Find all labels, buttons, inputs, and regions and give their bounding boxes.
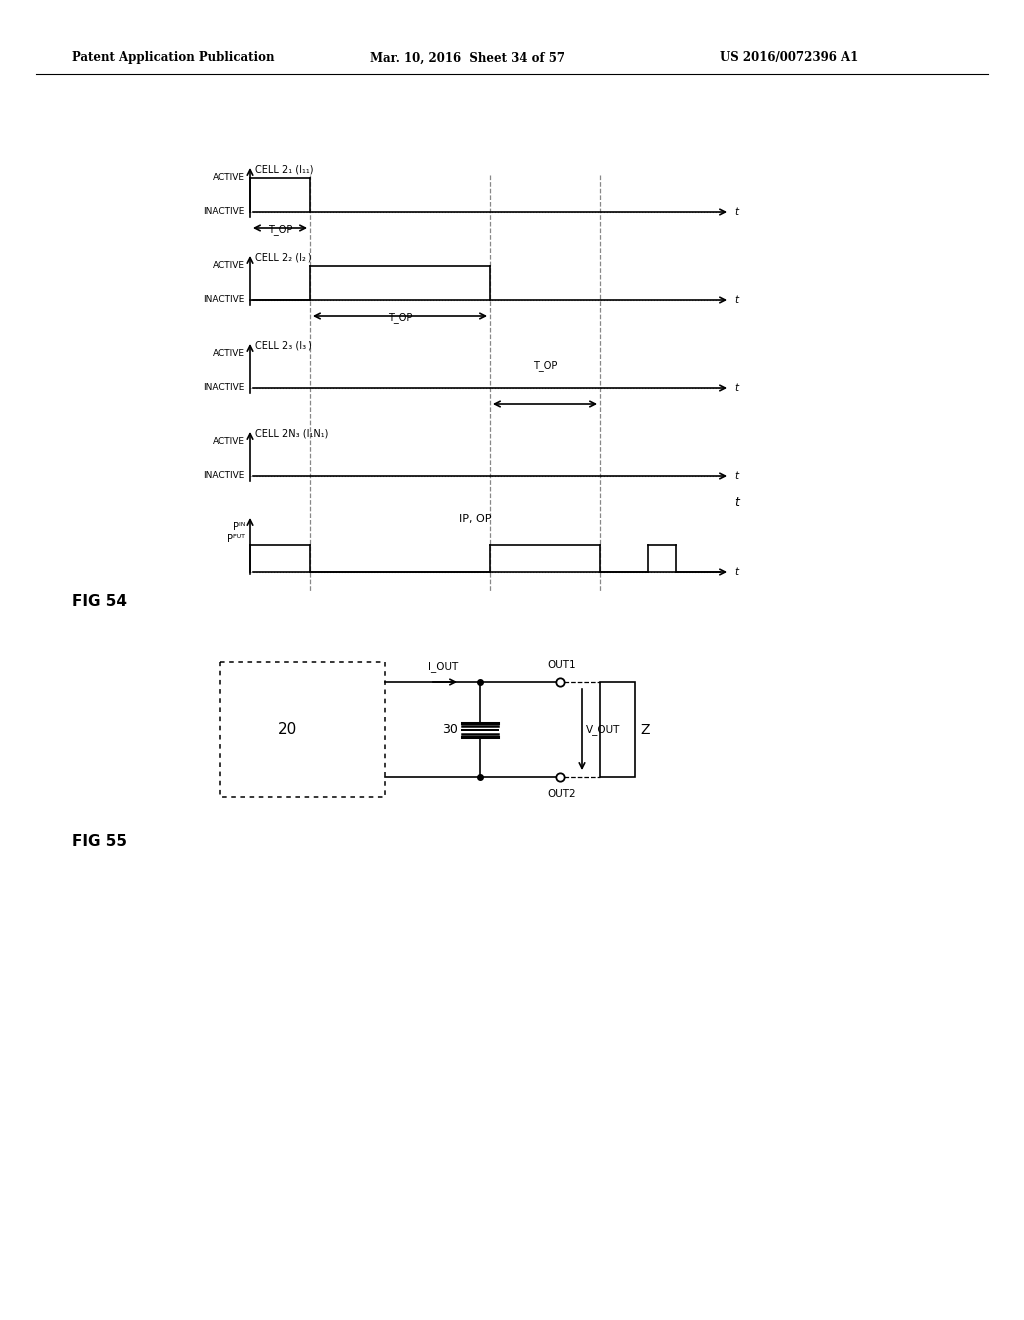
Text: INACTIVE: INACTIVE <box>204 471 245 480</box>
Text: CELL 2₂ (I₂ ): CELL 2₂ (I₂ ) <box>255 252 311 261</box>
Text: INACTIVE: INACTIVE <box>204 207 245 216</box>
Text: Pᴾᵁᵀ: Pᴾᵁᵀ <box>227 535 245 544</box>
Text: ACTIVE: ACTIVE <box>213 350 245 359</box>
Text: T_OP: T_OP <box>268 224 292 235</box>
Text: Z: Z <box>640 722 649 737</box>
Text: t: t <box>734 294 738 305</box>
Text: OUT1: OUT1 <box>548 660 577 671</box>
Text: IP, OP: IP, OP <box>459 513 492 524</box>
Text: 30: 30 <box>442 723 458 737</box>
Text: t: t <box>734 383 738 393</box>
Text: t: t <box>734 207 738 216</box>
Text: US 2016/0072396 A1: US 2016/0072396 A1 <box>720 51 858 65</box>
Text: INACTIVE: INACTIVE <box>204 296 245 305</box>
Text: T_OP: T_OP <box>532 360 557 371</box>
Text: ACTIVE: ACTIVE <box>213 437 245 446</box>
Text: t: t <box>734 568 738 577</box>
Text: ACTIVE: ACTIVE <box>213 173 245 182</box>
Text: Mar. 10, 2016  Sheet 34 of 57: Mar. 10, 2016 Sheet 34 of 57 <box>370 51 565 65</box>
Text: ACTIVE: ACTIVE <box>213 261 245 271</box>
Text: CELL 2₁ (I₁₁): CELL 2₁ (I₁₁) <box>255 164 313 174</box>
Text: FIG 55: FIG 55 <box>72 834 127 850</box>
Text: CELL 2N₃ (I₁N₁): CELL 2N₃ (I₁N₁) <box>255 428 329 438</box>
Text: 20: 20 <box>278 722 297 737</box>
Text: t: t <box>734 471 738 480</box>
Text: CELL 2₃ (I₃ ): CELL 2₃ (I₃ ) <box>255 341 312 350</box>
Text: t: t <box>734 495 739 508</box>
Text: INACTIVE: INACTIVE <box>204 384 245 392</box>
Text: I_OUT: I_OUT <box>428 661 459 672</box>
Text: OUT2: OUT2 <box>548 789 577 799</box>
Text: T_OP: T_OP <box>388 313 413 323</box>
Text: V_OUT: V_OUT <box>586 725 621 735</box>
Bar <box>600 682 635 777</box>
Text: FIG 54: FIG 54 <box>72 594 127 610</box>
Text: Pᴵᴺ: Pᴵᴺ <box>232 521 245 532</box>
Text: Patent Application Publication: Patent Application Publication <box>72 51 274 65</box>
